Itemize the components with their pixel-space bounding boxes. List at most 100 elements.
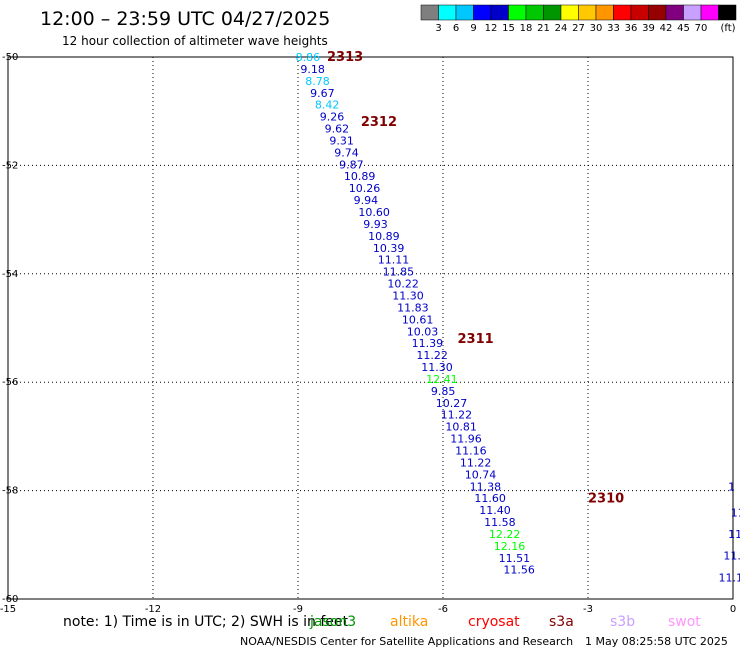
footer-credit: NOAA/NESDIS Center for Satellite Applica… [240, 635, 573, 648]
color-swatch [613, 4, 632, 21]
swh-value-label: 9.18 [300, 63, 325, 76]
footer-timestamp: 1 May 08:25:58 UTC 2025 [585, 635, 728, 648]
swh-value-label: 12.41 [426, 373, 458, 386]
scale-label: 39 [642, 23, 655, 34]
color-swatch [525, 4, 544, 21]
plot-frame [7, 56, 734, 600]
swh-value-label: 10.74 [465, 468, 497, 481]
swh-value-label: 12.16 [494, 540, 526, 553]
swh-value-label: 1 [728, 480, 735, 493]
y-tick-label: -56 [2, 377, 18, 388]
pass-number-labels: 2313 2312 2311 2310 [327, 50, 624, 507]
mission-altika: altika [390, 614, 428, 630]
color-swatch [630, 4, 649, 21]
swh-value-label: 10.89 [344, 170, 376, 183]
swh-value-label: 10.61 [402, 313, 434, 326]
color-swatch [578, 4, 597, 21]
swh-value-label: 9.94 [354, 194, 379, 207]
note-text: note: 1) Time is in UTC; 2) SWH is in fe… [63, 614, 349, 630]
color-swatch [490, 4, 509, 21]
pass-label: 2313 [327, 50, 363, 65]
swh-value-label: 8.42 [315, 99, 340, 112]
scale-label: 36 [625, 23, 638, 34]
x-tick-label: -9 [293, 604, 303, 615]
swh-value-label: 11.60 [474, 492, 506, 505]
color-swatch [473, 4, 492, 21]
swh-value-label: 11.79 [723, 550, 740, 563]
scale-label: 3 [435, 23, 441, 34]
mission-swot: swot [668, 614, 701, 630]
swh-value-label: 9.93 [363, 218, 388, 231]
swh-value-label: 11.30 [392, 289, 424, 302]
mission-s3a: s3a [549, 614, 574, 630]
swh-value-label: 11 [731, 506, 740, 519]
scale-label: 6 [453, 23, 459, 34]
scale-label: 70 [695, 23, 708, 34]
swh-value-label: 10.26 [349, 182, 381, 195]
y-tick-label: -50 [2, 52, 18, 63]
y-tick-label: -52 [2, 160, 18, 171]
y-tick-label: -60 [2, 594, 18, 605]
swh-value-label: 10.27 [436, 397, 468, 410]
swh-value-label: 11.22 [441, 409, 473, 422]
swh-value-label: 10.39 [373, 242, 405, 255]
mission-jason3: jason3 [309, 614, 356, 630]
swh-value-label: 11.38 [470, 480, 502, 493]
scale-label: 15 [502, 23, 515, 34]
y-tick-label: -54 [2, 269, 18, 280]
color-swatch [648, 4, 667, 21]
scale-label: 33 [607, 23, 620, 34]
pass-label: 2310 [588, 492, 624, 507]
swh-value-label: 12.22 [489, 528, 520, 541]
x-tick-label: -6 [438, 604, 448, 615]
plot-grid [7, 56, 734, 600]
mission-s3b: s3b [610, 614, 635, 630]
swh-value-label: 8.86 [296, 51, 321, 64]
swh-value-label: 8.78 [305, 75, 330, 88]
axis-ticks: -15 -12 -9 -6 -3 0 -50 -52 -54 -56 -58 -60 [0, 52, 736, 615]
chart-subtitle: 12 hour collection of altimeter wave hei… [62, 34, 328, 48]
color-swatch [665, 4, 684, 21]
chart-title: 12:00 – 23:59 UTC 04/27/2025 [40, 8, 330, 30]
scale-label: 9 [470, 23, 476, 34]
color-swatch [683, 4, 702, 21]
swh-value-label: 11.96 [450, 433, 482, 446]
y-tick-label: -58 [2, 486, 18, 497]
pass-label: 2312 [361, 115, 397, 130]
swh-value-label: 11.39 [412, 337, 444, 350]
swh-value-label: 10.03 [407, 325, 439, 338]
swh-value-label: 11.30 [421, 361, 453, 374]
swh-value-label: 10.22 [387, 278, 419, 291]
swh-value-label: 9.31 [329, 134, 354, 147]
swh-value-label: 9.85 [431, 385, 456, 398]
color-swatch [508, 4, 527, 21]
swh-value-label: 11.22 [460, 456, 492, 469]
bottom-legend: note: 1) Time is in UTC; 2) SWH is in fe… [63, 614, 701, 630]
color-swatch [718, 4, 737, 21]
swh-value-label: 9.74 [334, 146, 359, 159]
scale-label: 45 [677, 23, 690, 34]
color-swatch [560, 4, 579, 21]
swh-value-label: 9.62 [325, 123, 350, 136]
color-swatch [543, 4, 562, 21]
color-swatch [420, 4, 439, 21]
pass-label: 2311 [458, 332, 494, 347]
swh-value-label: 11.58 [484, 516, 516, 529]
mission-cryosat: cryosat [468, 614, 520, 630]
color-swatch [700, 4, 719, 21]
scale-unit: (ft) [721, 23, 736, 34]
scale-label: 30 [590, 23, 603, 34]
swh-value-label: 11.3 [728, 528, 740, 541]
swh-value-label: 10.60 [358, 206, 390, 219]
scale-label: 42 [660, 23, 673, 34]
swh-value-label: 10.81 [445, 421, 477, 434]
x-tick-label: 0 [730, 604, 736, 615]
swh-value-label: 11.16 [455, 444, 487, 457]
swh-value-label: 11.11 [378, 254, 410, 267]
swh-value-label: 11.40 [479, 504, 511, 517]
swh-value-label: 11.51 [499, 552, 531, 565]
swh-value-label: 11.22 [416, 349, 448, 362]
scale-label: 18 [520, 23, 533, 34]
scale-label: 24 [555, 23, 568, 34]
